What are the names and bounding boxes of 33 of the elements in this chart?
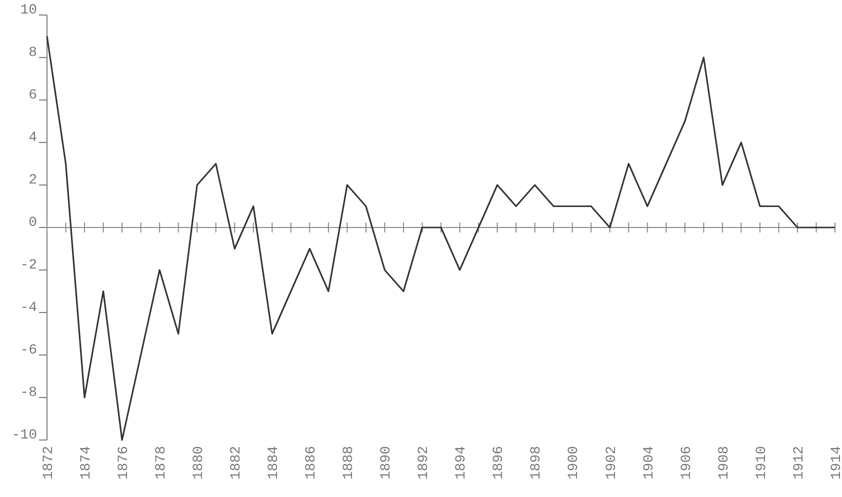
x-tick-label: 1872 xyxy=(40,446,57,480)
x-tick-label: 1894 xyxy=(454,446,470,480)
x-tick-label: 1900 xyxy=(566,446,582,480)
x-tick-label: 1890 xyxy=(378,446,395,480)
y-tick-label: -6 xyxy=(20,342,37,359)
x-tick-label: 1878 xyxy=(153,446,170,480)
y-tick-label: 4 xyxy=(28,130,37,146)
y-tick-label: -8 xyxy=(20,385,37,402)
y-tick-label: -10 xyxy=(12,428,37,444)
x-tick-label: 1898 xyxy=(528,446,545,480)
x-tick-label: 1876 xyxy=(116,446,132,480)
x-tick-label: 1906 xyxy=(678,446,695,480)
x-tick-label: 1912 xyxy=(791,446,808,480)
x-tick-label: 1904 xyxy=(641,446,658,480)
y-tick-label: 8 xyxy=(28,45,37,62)
x-tick-label: 1896 xyxy=(491,446,508,480)
x-tick-label: 1908 xyxy=(716,446,732,480)
x-tick-label: 1892 xyxy=(416,446,432,480)
y-tick-label: 6 xyxy=(28,88,37,104)
y-tick-label: 2 xyxy=(28,172,37,189)
x-tick-label: 1874 xyxy=(78,446,94,480)
y-tick-label: 0 xyxy=(28,215,37,232)
y-tick-label: -2 xyxy=(20,258,37,274)
y-tick-label: 10 xyxy=(20,2,37,19)
x-tick-label: 1910 xyxy=(754,446,770,480)
x-tick-label: 1888 xyxy=(341,446,358,480)
x-tick-label: 1914 xyxy=(828,446,842,480)
x-tick-label: 1886 xyxy=(304,446,320,480)
y-tick-label: -4 xyxy=(20,300,37,316)
x-tick-label: 1884 xyxy=(266,446,282,480)
x-tick-label: 1880 xyxy=(190,446,207,480)
x-tick-label: 1882 xyxy=(228,446,245,480)
x-tick-label: 1902 xyxy=(604,446,620,480)
